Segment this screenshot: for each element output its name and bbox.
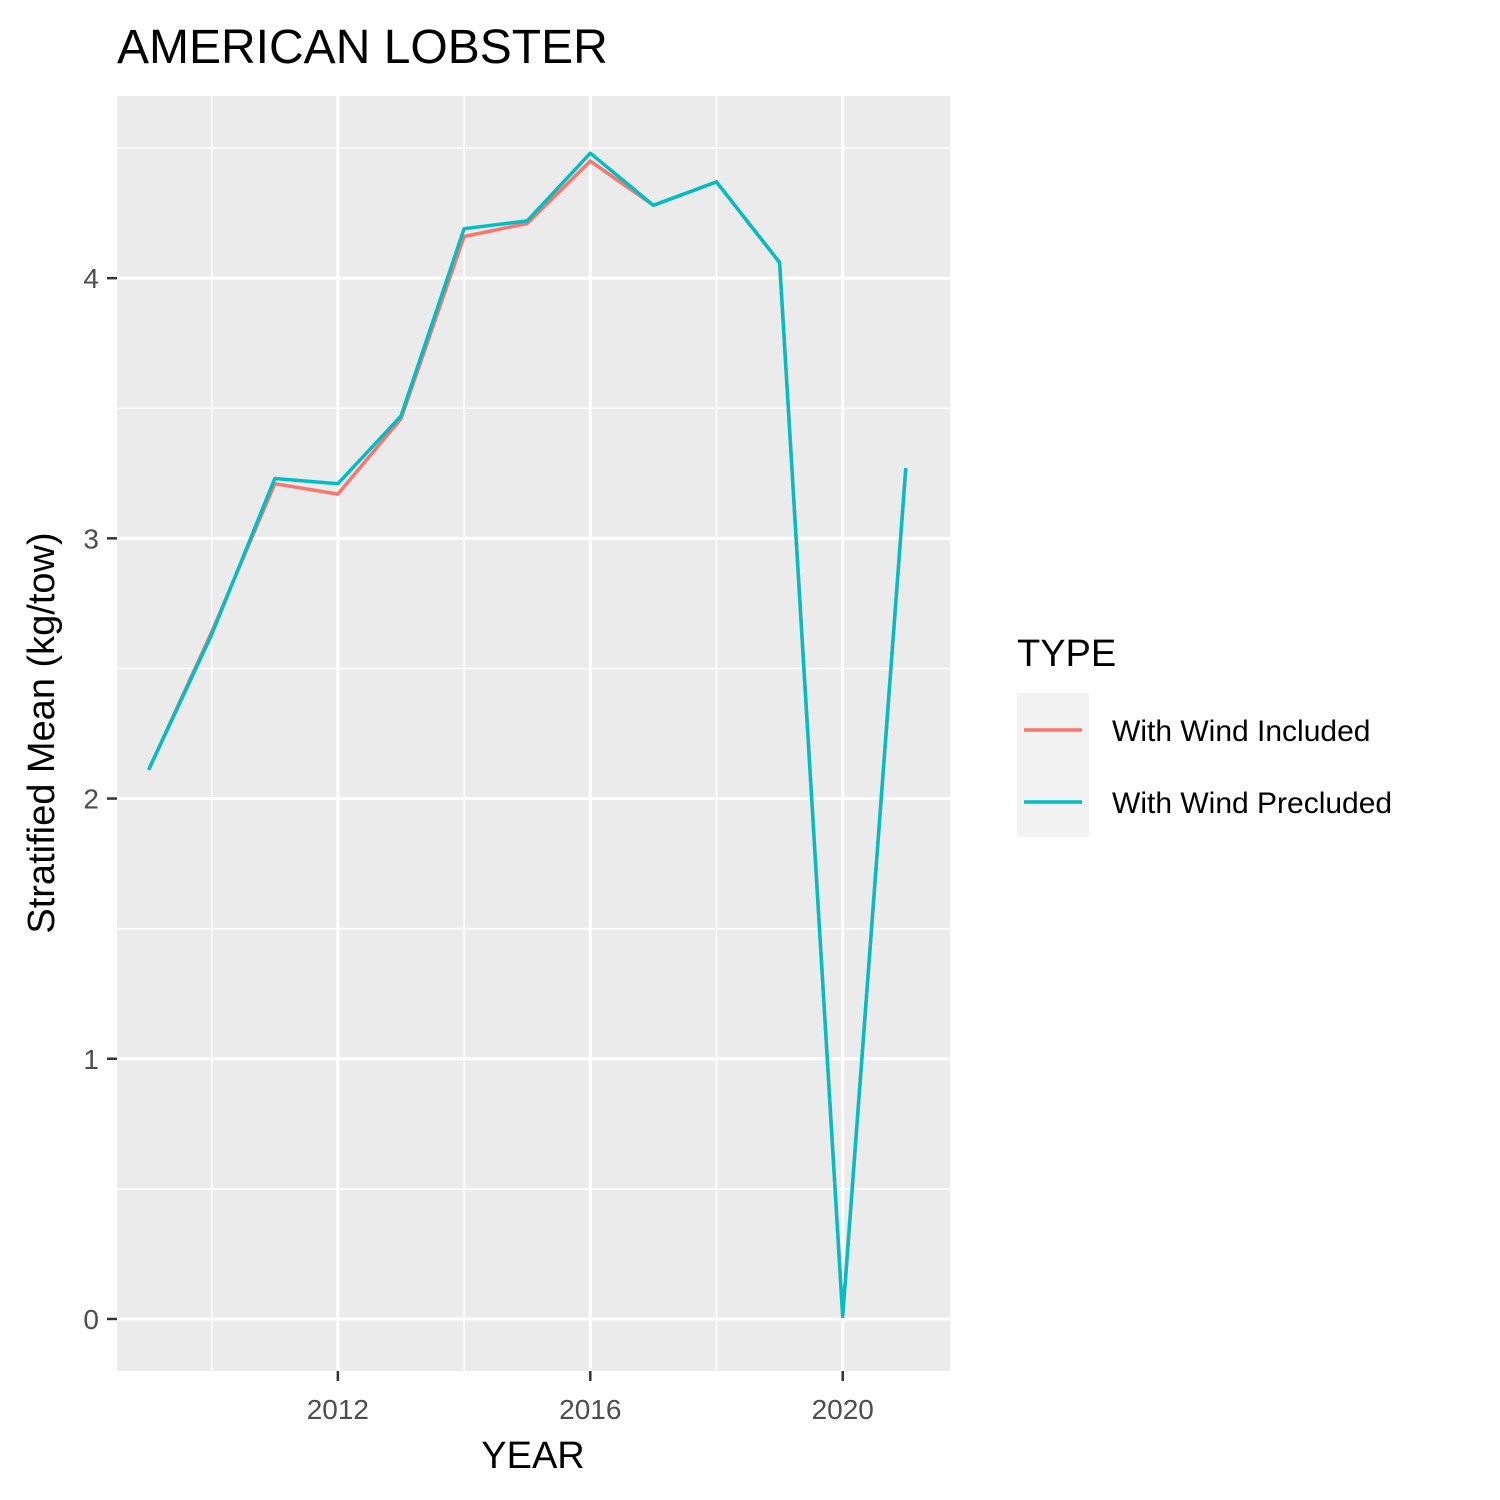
legend: TYPE With Wind Included With Wind Preclud… [1017,633,1392,837]
legend-items: With Wind Included With Wind Precluded [1024,715,1392,820]
plot-panel [117,96,950,1371]
x-tick-label: 2012 [307,1394,369,1425]
x-tick-label: 2016 [559,1394,621,1425]
legend-label-2: With Wind Precluded [1112,787,1392,820]
legend-key-background [1017,693,1089,837]
legend-label-1: With Wind Included [1112,715,1370,748]
series-line-2 [147,151,908,1319]
x-tick-label: 2020 [812,1394,874,1425]
y-tick-label: 4 [83,263,99,294]
y-axis-title: Stratified Mean (kg/tow) [21,532,63,933]
y-tick-label: 1 [83,1044,99,1075]
y-tick-label: 0 [83,1304,99,1335]
series-layer [147,151,908,1319]
y-tick-label: 2 [83,784,99,815]
chart-title: AMERICAN LOBSTER [117,21,608,74]
y-tick-label: 3 [83,523,99,554]
x-axis: 2012 2016 2020 [307,1371,874,1425]
y-axis: 0 1 2 3 4 [83,263,117,1335]
grid-minor [117,96,950,1371]
legend-title: TYPE [1017,633,1116,675]
x-axis-title: YEAR [481,1435,584,1477]
